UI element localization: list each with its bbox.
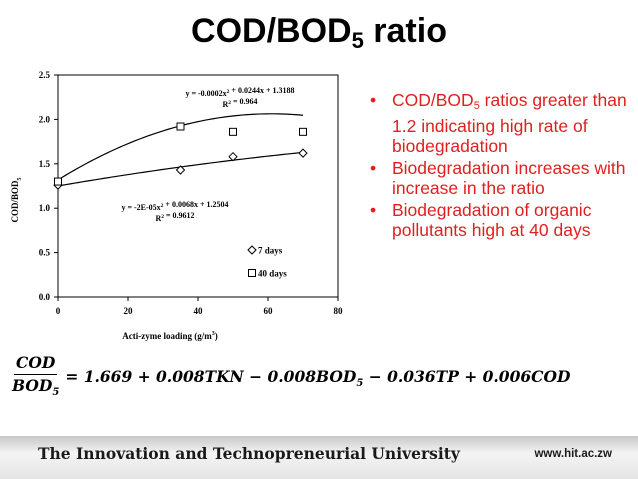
y-tick-label: 1.0 — [39, 203, 51, 213]
bullet-item: • Biodegradation increases with increase … — [368, 158, 633, 198]
bullet-item: • COD/BOD5 ratios greater than 1.2 indica… — [368, 90, 633, 156]
title-tail-text: ratio — [363, 12, 447, 50]
trendline-equation: y = -2E-05x2 + 0.0068x + 1.2504 — [121, 200, 228, 212]
x-tick-label: 80 — [334, 306, 344, 316]
chart-legend: 7 days 40 days — [247, 245, 287, 279]
regression-equation: COD BOD5 = 1.669 + 0.008TKN − 0.008BOD5 … — [12, 352, 570, 404]
trendline-equation: y = -0.0002x2 + 0.0244x + 1.3188 — [185, 86, 294, 98]
data-point-square — [229, 127, 237, 136]
data-point-square — [299, 127, 307, 136]
y-tick-label: 2.5 — [39, 70, 51, 80]
website-link[interactable]: www.hit.ac.zw — [534, 448, 612, 460]
bullet-dot: • — [370, 158, 377, 178]
data-point-square — [54, 177, 62, 186]
equation-rhs: = 1.669 + 0.008TKN − 0.008BOD5 − 0.036TP… — [65, 367, 570, 389]
footer-bar: The Innovation and Technopreneurial Univ… — [0, 436, 638, 479]
x-tick-label: 40 — [194, 306, 204, 316]
x-tick-label: 0 — [56, 306, 61, 316]
legend-marker-diamond — [247, 245, 257, 255]
legend-label: 7 days — [258, 246, 283, 256]
institution-name: The Innovation and Technopreneurial Univ… — [38, 444, 460, 463]
y-tick-label: 0.0 — [39, 292, 51, 302]
x-tick-label: 60 — [264, 306, 274, 316]
legend-marker-square — [248, 269, 256, 277]
data-points — [53, 122, 308, 190]
bullet-subscript: 5 — [473, 100, 480, 112]
y-tick-label: 1.5 — [39, 159, 51, 169]
y-axis-label: COD/BOD5 — [10, 177, 23, 222]
bullet-dot: • — [370, 90, 377, 110]
rhs-part-2: − 0.036TP + 0.006COD — [363, 367, 571, 386]
bullet-item: • Biodegradation of organic pollutants hi… — [368, 200, 633, 240]
bullet-text-tail: ratios greater than 1.2 indicating high … — [392, 90, 627, 156]
bullet-dot: • — [370, 200, 377, 220]
equation-fraction: COD BOD5 — [12, 354, 59, 402]
denominator-subscript: 5 — [52, 387, 60, 398]
data-point-diamond — [298, 148, 308, 158]
title-main-text: COD/BOD — [191, 12, 352, 50]
data-point-square — [176, 122, 185, 131]
data-point-diamond — [175, 165, 186, 175]
chart-axes: 0 20 40 60 80 0.0 0.5 1.0 1.5 2.0 2.5 Acti-zyme loa… — [10, 70, 343, 341]
slide-title: COD/BOD5 ratio — [0, 12, 638, 54]
rhs-part-1: = 1.669 + 0.008TKN − 0.008BOD — [65, 367, 357, 386]
data-point-diamond — [228, 151, 238, 162]
bullet-text: COD/BOD — [392, 90, 474, 110]
legend-label: 40 days — [258, 269, 287, 279]
plot-area-border — [57, 74, 339, 298]
trendline-r-squared: R2 = 0.9612 — [155, 211, 194, 223]
cod-bod-chart: 0 20 40 60 80 0.0 0.5 1.0 1.5 2.0 2.5 Acti-zyme loa… — [10, 70, 343, 341]
rhs-subscript: 5 — [356, 378, 364, 389]
fraction-numerator: COD — [14, 354, 58, 375]
y-tick-label: 2.0 — [39, 114, 51, 124]
bullet-text: Biodegradation increases with increase i… — [392, 158, 626, 198]
bullet-list: • COD/BOD5 ratios greater than 1.2 indica… — [368, 90, 633, 242]
trendline-r-squared: R2 = 0.964 — [222, 97, 257, 109]
fraction-denominator: BOD5 — [12, 375, 59, 402]
title-subscript: 5 — [351, 28, 364, 53]
x-tick-label: 20 — [124, 306, 134, 316]
y-tick-label: 0.5 — [39, 248, 51, 258]
bullet-text: Biodegradation of organic pollutants hig… — [392, 200, 592, 240]
denominator-text: BOD — [12, 376, 53, 395]
x-axis-label: Acti-zyme loading (g/m3) — [122, 331, 217, 341]
